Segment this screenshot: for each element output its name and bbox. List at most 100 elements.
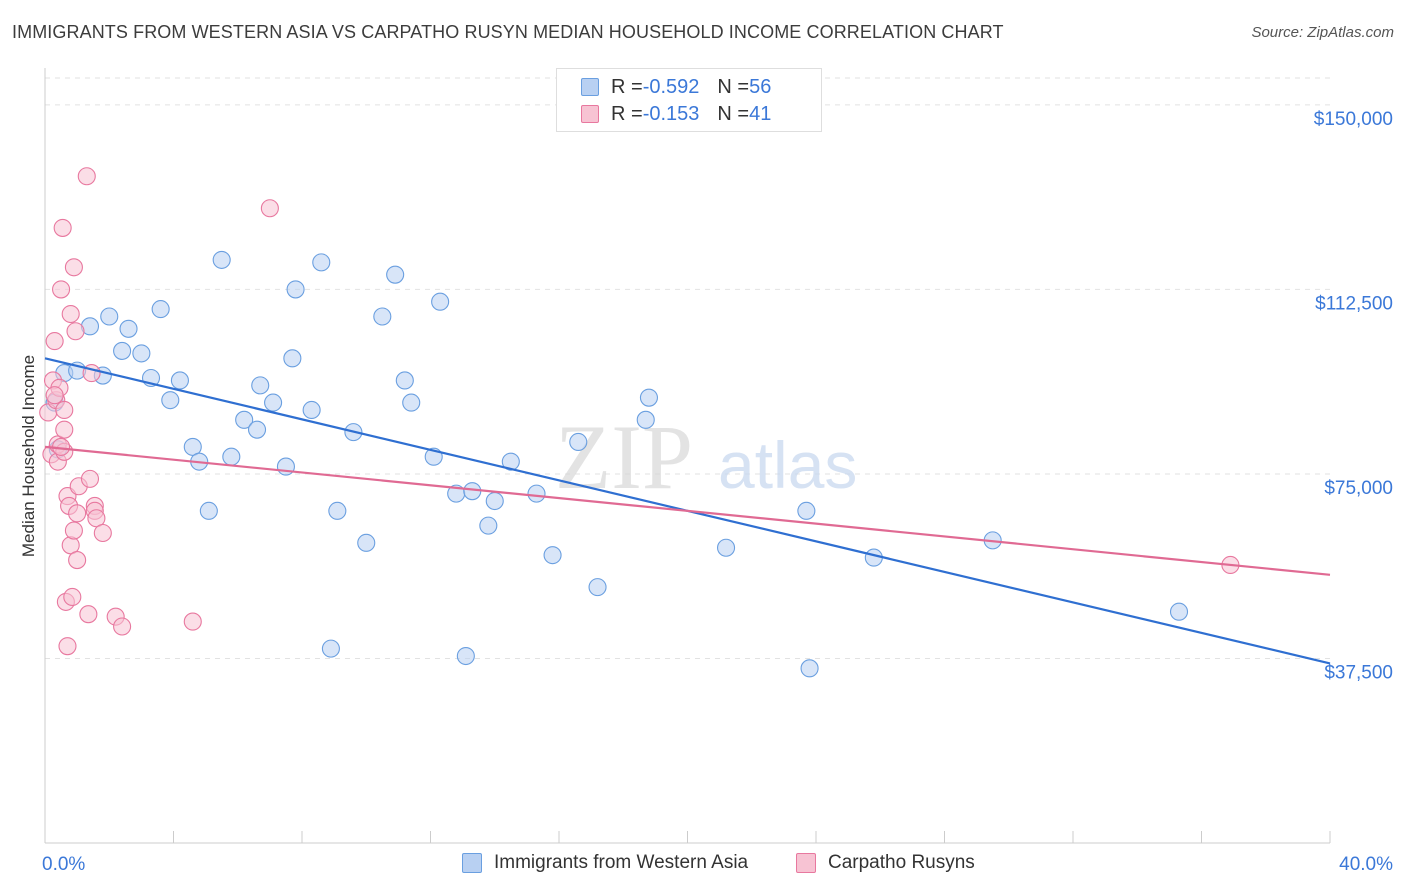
point-western-asia — [302, 400, 321, 420]
point-western-asia — [797, 501, 816, 520]
series-legend-carpatho-rusyns: Carpatho Rusyns — [796, 852, 975, 874]
point-carpatho-rusyns — [58, 637, 77, 656]
y-axis-label: Median Household Income — [19, 355, 38, 557]
point-western-asia — [373, 307, 392, 326]
axis-labels: $37,500 $75,000 $112,500 $150,000 0.0% 40.0% M… — [19, 109, 1393, 875]
legend-r-label: R = — [611, 75, 643, 98]
y-tick-label: $150,000 — [1314, 109, 1393, 130]
series-legend: Immigrants from Western Asia Carpatho Ru… — [0, 852, 1406, 876]
legend-n-value: 56 — [749, 75, 772, 98]
legend-swatch-carpatho-rusyns — [581, 105, 599, 123]
point-western-asia — [395, 371, 414, 390]
point-carpatho-rusyns — [52, 280, 71, 299]
grid-lines — [45, 77, 1330, 659]
point-carpatho-rusyns — [55, 420, 74, 439]
point-carpatho-rusyns — [64, 521, 83, 540]
point-western-asia — [119, 319, 138, 338]
point-carpatho-rusyns — [113, 617, 132, 636]
legend-row-carpatho-rusyns: R = -0.153 N = 41 — [581, 101, 771, 127]
series-name-carpatho-rusyns: Carpatho Rusyns — [828, 852, 975, 873]
watermark-zip: ZIP — [555, 406, 693, 508]
point-western-asia — [170, 371, 189, 390]
point-western-asia — [588, 578, 607, 597]
point-carpatho-rusyns — [77, 167, 96, 186]
point-western-asia — [501, 452, 520, 471]
stats-legend: R = -0.592 N = 56 R = -0.153 N = 41 — [556, 68, 822, 132]
point-western-asia — [100, 307, 119, 326]
point-western-asia — [479, 516, 498, 535]
point-carpatho-rusyns — [55, 400, 74, 420]
legend-row-western-asia: R = -0.592 N = 56 — [581, 74, 771, 100]
point-western-asia — [527, 484, 546, 503]
y-tick-label: $112,500 — [1315, 293, 1393, 314]
trend-lines — [44, 357, 1331, 665]
point-carpatho-rusyns — [61, 304, 80, 324]
x-tick-label-min: 0.0% — [42, 854, 85, 875]
point-western-asia — [328, 501, 347, 520]
point-carpatho-rusyns — [64, 258, 83, 277]
point-western-asia — [431, 292, 450, 311]
source-credit: Source: ZipAtlas.com — [1251, 24, 1394, 41]
watermark-atlas: atlas — [718, 428, 857, 502]
point-western-asia — [161, 391, 180, 410]
chart-title: IMMIGRANTS FROM WESTERN ASIA VS CARPATHO… — [12, 22, 1004, 42]
point-carpatho-rusyns — [68, 504, 87, 523]
point-western-asia — [286, 280, 305, 299]
legend-n-value: 41 — [749, 102, 772, 125]
data-points — [39, 167, 1240, 678]
point-western-asia — [716, 538, 736, 557]
point-western-asia — [800, 659, 819, 678]
point-carpatho-rusyns — [183, 612, 202, 631]
point-western-asia — [132, 344, 151, 363]
point-western-asia — [264, 393, 283, 412]
legend-r-value: -0.592 — [642, 75, 700, 98]
point-western-asia — [247, 420, 267, 439]
point-western-asia — [312, 253, 331, 272]
point-western-asia — [222, 447, 241, 466]
point-carpatho-rusyns — [63, 587, 82, 607]
point-western-asia — [151, 300, 170, 319]
y-tick-label: $75,000 — [1324, 478, 1393, 499]
point-western-asia — [543, 546, 562, 565]
point-western-asia — [321, 639, 340, 658]
point-western-asia — [283, 349, 302, 368]
point-carpatho-rusyns — [260, 199, 279, 218]
legend-n-label: N = — [717, 75, 750, 98]
point-carpatho-rusyns — [93, 523, 112, 543]
point-western-asia — [463, 482, 482, 501]
series-swatch-western-asia — [462, 853, 482, 873]
legend-swatch-western-asia — [581, 78, 599, 96]
point-western-asia — [235, 410, 254, 429]
point-western-asia — [113, 341, 132, 360]
y-tick-label: $37,500 — [1324, 662, 1393, 683]
watermark: ZIP atlas — [555, 406, 857, 508]
point-carpatho-rusyns — [53, 218, 72, 237]
series-legend-western-asia: Immigrants from Western Asia — [462, 852, 748, 874]
point-carpatho-rusyns — [66, 322, 85, 341]
point-western-asia — [386, 265, 405, 284]
point-carpatho-rusyns — [79, 605, 98, 624]
point-carpatho-rusyns — [80, 469, 100, 488]
trend-line-carpatho-rusyns — [44, 445, 1331, 576]
point-western-asia — [485, 491, 504, 511]
point-western-asia — [569, 432, 588, 452]
legend-r-label: R = — [611, 102, 643, 125]
x-tick-label-max: 40.0% — [1339, 854, 1393, 875]
point-carpatho-rusyns — [45, 386, 64, 405]
point-western-asia — [251, 376, 270, 395]
series-name-western-asia: Immigrants from Western Asia — [494, 852, 749, 873]
point-western-asia — [212, 250, 231, 269]
point-western-asia — [1169, 602, 1189, 621]
point-western-asia — [357, 533, 376, 552]
point-carpatho-rusyns — [45, 332, 64, 351]
series-swatch-carpatho-rusyns — [796, 853, 816, 873]
legend-r-value: -0.153 — [642, 102, 700, 125]
point-western-asia — [199, 501, 218, 520]
point-western-asia — [402, 393, 421, 412]
legend-n-label: N = — [717, 102, 750, 125]
point-carpatho-rusyns — [68, 551, 87, 570]
point-western-asia — [456, 646, 475, 666]
point-western-asia — [636, 410, 655, 429]
point-western-asia — [639, 388, 659, 407]
